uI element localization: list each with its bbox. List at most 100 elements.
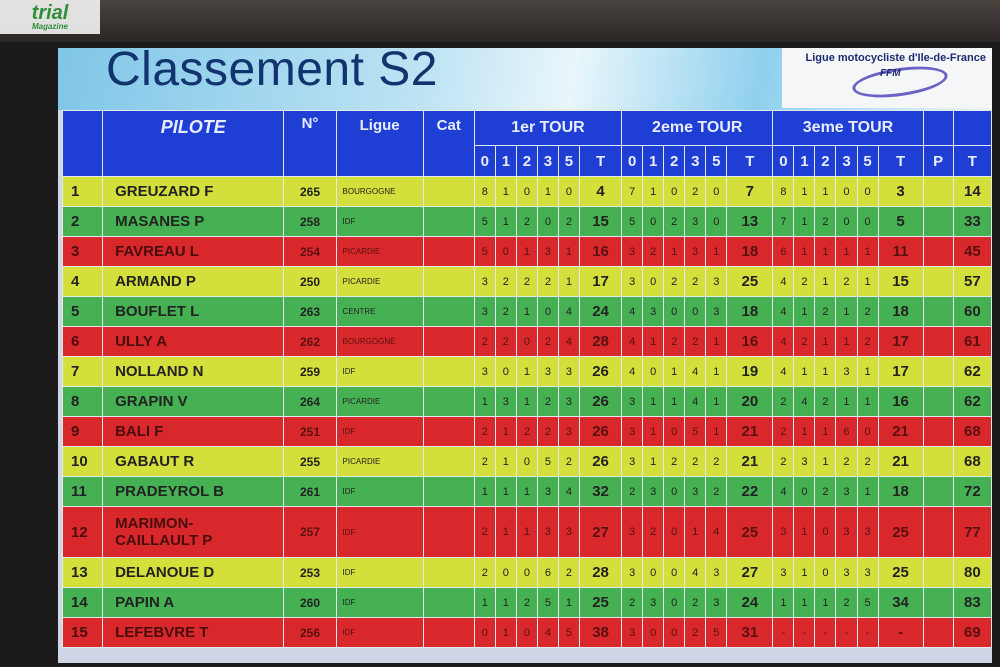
t3-count-2: 1 — [814, 416, 837, 447]
league-cell: PICARDIE — [335, 266, 424, 297]
t1-count-1: 2 — [494, 266, 517, 297]
t3-count-1: 1 — [793, 506, 816, 558]
t3-count-3: 1 — [835, 386, 858, 417]
subheader-tour1-5: 5 — [557, 145, 580, 177]
pilot-name: DELANOUE D — [102, 557, 285, 588]
t2-count-5: 3 — [705, 557, 728, 588]
category-cell — [422, 236, 475, 267]
t1-total: 26 — [578, 356, 623, 387]
t2-count-0: 7 — [621, 176, 644, 207]
t3-count-2: 1 — [814, 587, 837, 618]
pilot-name: MARIMON- CAILLAULT P — [102, 506, 285, 558]
grand-total: 57 — [952, 266, 993, 297]
t1-count-1: 1 — [494, 446, 517, 477]
t3-total: 15 — [877, 266, 924, 297]
t3-count-1: 0 — [793, 476, 816, 507]
subheader-tour1-0: 0 — [473, 145, 496, 177]
rank-cell: 1 — [61, 176, 104, 207]
t3-count-2: 2 — [814, 476, 837, 507]
t3-count-5: 2 — [856, 446, 879, 477]
subheader-tour2-2: 2 — [663, 145, 686, 177]
subheader-tour3-5: 5 — [856, 145, 879, 177]
header-num: N° — [283, 110, 337, 177]
t3-total: 3 — [877, 176, 924, 207]
t3-count-3: 3 — [835, 476, 858, 507]
rank-cell: 15 — [61, 617, 104, 648]
t1-total: 32 — [578, 476, 623, 507]
t1-count-2: 1 — [515, 506, 538, 558]
pilot-name: ARMAND P — [102, 266, 285, 297]
t1-count-5: 1 — [557, 236, 580, 267]
league-cell: PICARDIE — [335, 386, 424, 417]
t1-count-3: 4 — [536, 617, 559, 648]
t2-count-2: 2 — [663, 206, 686, 237]
penalty-cell — [922, 446, 954, 477]
t2-count-2: 0 — [663, 296, 686, 327]
t3-count-0: 6 — [772, 236, 795, 267]
pilot-name: GABAUT R — [102, 446, 285, 477]
t1-count-3: 5 — [536, 446, 559, 477]
t2-count-3: 2 — [684, 176, 707, 207]
t3-total: 17 — [877, 356, 924, 387]
t1-count-0: 3 — [473, 356, 496, 387]
t2-total: 21 — [726, 446, 774, 477]
t1-count-1: 0 — [494, 356, 517, 387]
t1-count-1: 1 — [494, 587, 517, 618]
t3-count-0: 4 — [772, 356, 795, 387]
grand-total: 72 — [952, 476, 993, 507]
t1-count-1: 2 — [494, 296, 517, 327]
t1-count-2: 2 — [515, 587, 538, 618]
t3-count-0: 4 — [772, 476, 795, 507]
t1-count-1: 3 — [494, 386, 517, 417]
t2-count-0: 3 — [621, 506, 644, 558]
t3-count-0: 4 — [772, 326, 795, 357]
t3-count-3: 1 — [835, 326, 858, 357]
t1-count-0: 0 — [473, 617, 496, 648]
subheader-tour2-0: 0 — [621, 145, 644, 177]
subheader-tour2-1: 1 — [642, 145, 665, 177]
t2-count-5: 3 — [705, 587, 728, 618]
t2-count-3: 5 — [684, 416, 707, 447]
subheader-tour1-2: 2 — [515, 145, 538, 177]
subheader-tour3-T: T — [877, 145, 924, 177]
t3-count-2: 1 — [814, 176, 837, 207]
league-cell: IDF — [335, 617, 424, 648]
t3-count-0: 2 — [772, 416, 795, 447]
league-cell: IDF — [335, 416, 424, 447]
t3-total: 25 — [877, 557, 924, 588]
grand-total: 62 — [952, 386, 993, 417]
t3-count-3: 2 — [835, 446, 858, 477]
grand-total: 69 — [952, 617, 993, 648]
t1-count-2: 0 — [515, 617, 538, 648]
header-tour3: 3eme TOUR — [772, 110, 924, 146]
header-cat: Cat — [422, 110, 475, 177]
t2-count-2: 1 — [663, 236, 686, 267]
bib-number: 260 — [283, 587, 337, 618]
t2-count-0: 3 — [621, 557, 644, 588]
category-cell — [422, 176, 475, 207]
penalty-cell — [922, 416, 954, 447]
league-cell: IDF — [335, 506, 424, 558]
rank-cell: 12 — [61, 506, 104, 558]
pilot-name: PRADEYROL B — [102, 476, 285, 507]
table-row: 15 LEFEBVRE T 256 IDF 0 1 0 4 5 38 3 0 0 2 5 31- - - - - -69 — [61, 617, 993, 648]
bib-number: 261 — [283, 476, 337, 507]
table-row: 14 PAPIN A 260 IDF 1 1 2 5 1 25 2 3 0 2 3 24 1 1 1 2 5 34 83 — [61, 587, 993, 618]
t2-count-0: 2 — [621, 476, 644, 507]
league-cell: CENTRE — [335, 296, 424, 327]
pilot-name: GRAPIN V — [102, 386, 285, 417]
league-cell: IDF — [335, 476, 424, 507]
t1-count-3: 0 — [536, 296, 559, 327]
bib-number: 253 — [283, 557, 337, 588]
t3-count-5: 0 — [856, 176, 879, 207]
league-panel: Ligue motocycliste d'Ile-de-France FFM — [782, 48, 992, 108]
t1-count-1: 0 — [494, 236, 517, 267]
t1-count-2: 2 — [515, 416, 538, 447]
penalty-cell — [922, 266, 954, 297]
category-cell — [422, 296, 475, 327]
t3-count-0: 4 — [772, 296, 795, 327]
t2-count-0: 3 — [621, 266, 644, 297]
t2-count-2: 1 — [663, 356, 686, 387]
t2-count-3: 4 — [684, 356, 707, 387]
t2-count-0: 3 — [621, 386, 644, 417]
